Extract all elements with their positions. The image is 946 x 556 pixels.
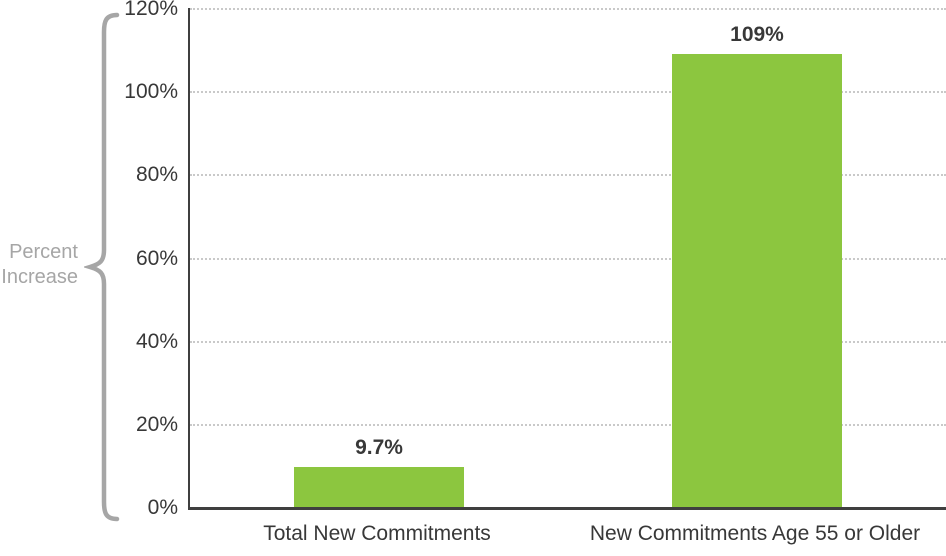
gridline [190, 91, 946, 94]
y-tick-label: 100% [124, 80, 178, 104]
gridline [190, 340, 946, 343]
gridline [190, 8, 946, 10]
y-axis-brace-icon [84, 12, 120, 522]
gridline [190, 174, 946, 177]
x-category-label: Total New Commitments [263, 522, 491, 545]
bar [294, 467, 464, 507]
y-tick-label: 0% [147, 496, 178, 519]
y-tick-label: 20% [135, 412, 178, 436]
y-tick-label: 40% [135, 329, 178, 353]
gridline [190, 257, 946, 260]
bar-value-label: 9.7% [355, 436, 403, 459]
x-category-label: New Commitments Age 55 or Older [589, 522, 921, 545]
bar-value-label: 109% [730, 23, 784, 46]
y-tick-label: 60% [135, 246, 178, 270]
bar [672, 54, 842, 507]
x-axis-labels: Total New Commitments New Commitments Age… [188, 519, 946, 553]
y-axis-ticks: 0% 20% 40% 60% 80% 100% 120% [0, 0, 182, 519]
y-axis-title: Percent Increase [1, 241, 78, 288]
plot-area: 9.7% 109% [188, 8, 946, 510]
y-tick-label: 80% [135, 163, 178, 187]
gridline [190, 423, 946, 426]
y-tick-label: 120% [124, 0, 178, 20]
